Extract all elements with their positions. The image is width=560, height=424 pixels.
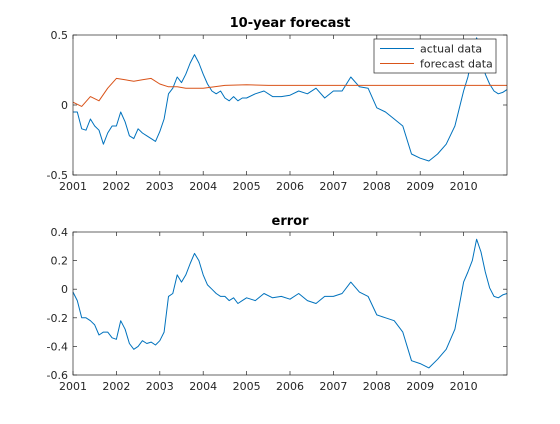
forecast-x-tick-label: 2009: [406, 180, 434, 193]
error-x-tick-label: 2009: [406, 380, 434, 393]
forecast-x-tick-label: 2007: [319, 180, 347, 193]
forecast-series-line-0: [73, 37, 508, 162]
error-x-tick-label: 2006: [276, 380, 304, 393]
forecast-x-tick-label: 2005: [233, 180, 261, 193]
forecast-y-tick-label: 0.5: [51, 29, 69, 42]
error-x-tick-label: 2010: [450, 380, 478, 393]
error-x-tick-label: 2003: [146, 380, 174, 393]
forecast-y-tick-label: 0: [61, 99, 68, 112]
legend-box: [373, 38, 497, 74]
error-y-tick-label: 0.4: [51, 226, 69, 239]
error-y-ticks: -0.6 -0.4 -0.2 0 0.2 0.4: [47, 226, 507, 382]
error-series-line-0: [72, 238, 508, 369]
forecast-series-lines: [72, 37, 508, 162]
error-x-ticks: 2001 2002 2003 2004 2005 2006 2007 2008 2009 2010: [59, 232, 478, 393]
forecast-y-tick-label: -0.5: [47, 169, 68, 182]
forecast-x-tick-label: 2001: [59, 180, 87, 193]
error-x-tick-label: 2001: [59, 380, 87, 393]
forecast-title: 10-year forecast: [230, 16, 351, 31]
forecast-x-tick-label: 2004: [189, 180, 217, 193]
error-x-tick-label: 2007: [319, 380, 347, 393]
error-x-tick-label: 2005: [233, 380, 261, 393]
error-axes: 2001 2002 2003 2004 2005 2006 2007 2008 2009 2010…: [47, 214, 508, 393]
error-y-tick-label: 0: [61, 283, 68, 296]
forecast-legend: actual data forecast data: [373, 38, 497, 74]
forecast-series-line-1: [72, 77, 507, 107]
error-x-tick-label: 2004: [189, 380, 217, 393]
error-y-tick-label: 0.2: [51, 255, 69, 268]
legend-forecast-label: forecast data: [420, 58, 493, 71]
forecast-x-tick-label: 2003: [146, 180, 174, 193]
error-y-tick-label: -0.4: [47, 340, 68, 353]
error-series-lines: [72, 238, 508, 369]
error-y-tick-label: -0.6: [47, 369, 68, 382]
error-title: error: [272, 214, 310, 229]
forecast-x-tick-label: 2010: [450, 180, 478, 193]
forecast-x-ticks: 2001 2002 2003 2004 2005 2006 2007 2008 2009 2010: [59, 35, 478, 193]
forecast-axes: 2001 2002 2003 2004 2005 2006 2007 2008 2009 2010…: [47, 16, 508, 193]
forecast-x-tick-label: 2006: [276, 180, 304, 193]
error-y-tick-label: -0.2: [47, 312, 68, 325]
forecast-x-tick-label: 2002: [102, 180, 130, 193]
error-x-tick-label: 2008: [363, 380, 391, 393]
forecast-x-tick-label: 2008: [363, 180, 391, 193]
error-x-tick-label: 2002: [102, 380, 130, 393]
error-plot-area: [73, 232, 507, 375]
legend-actual-label: actual data: [420, 43, 482, 56]
forecast-y-ticks: -0.5 0 0.5: [47, 29, 507, 182]
